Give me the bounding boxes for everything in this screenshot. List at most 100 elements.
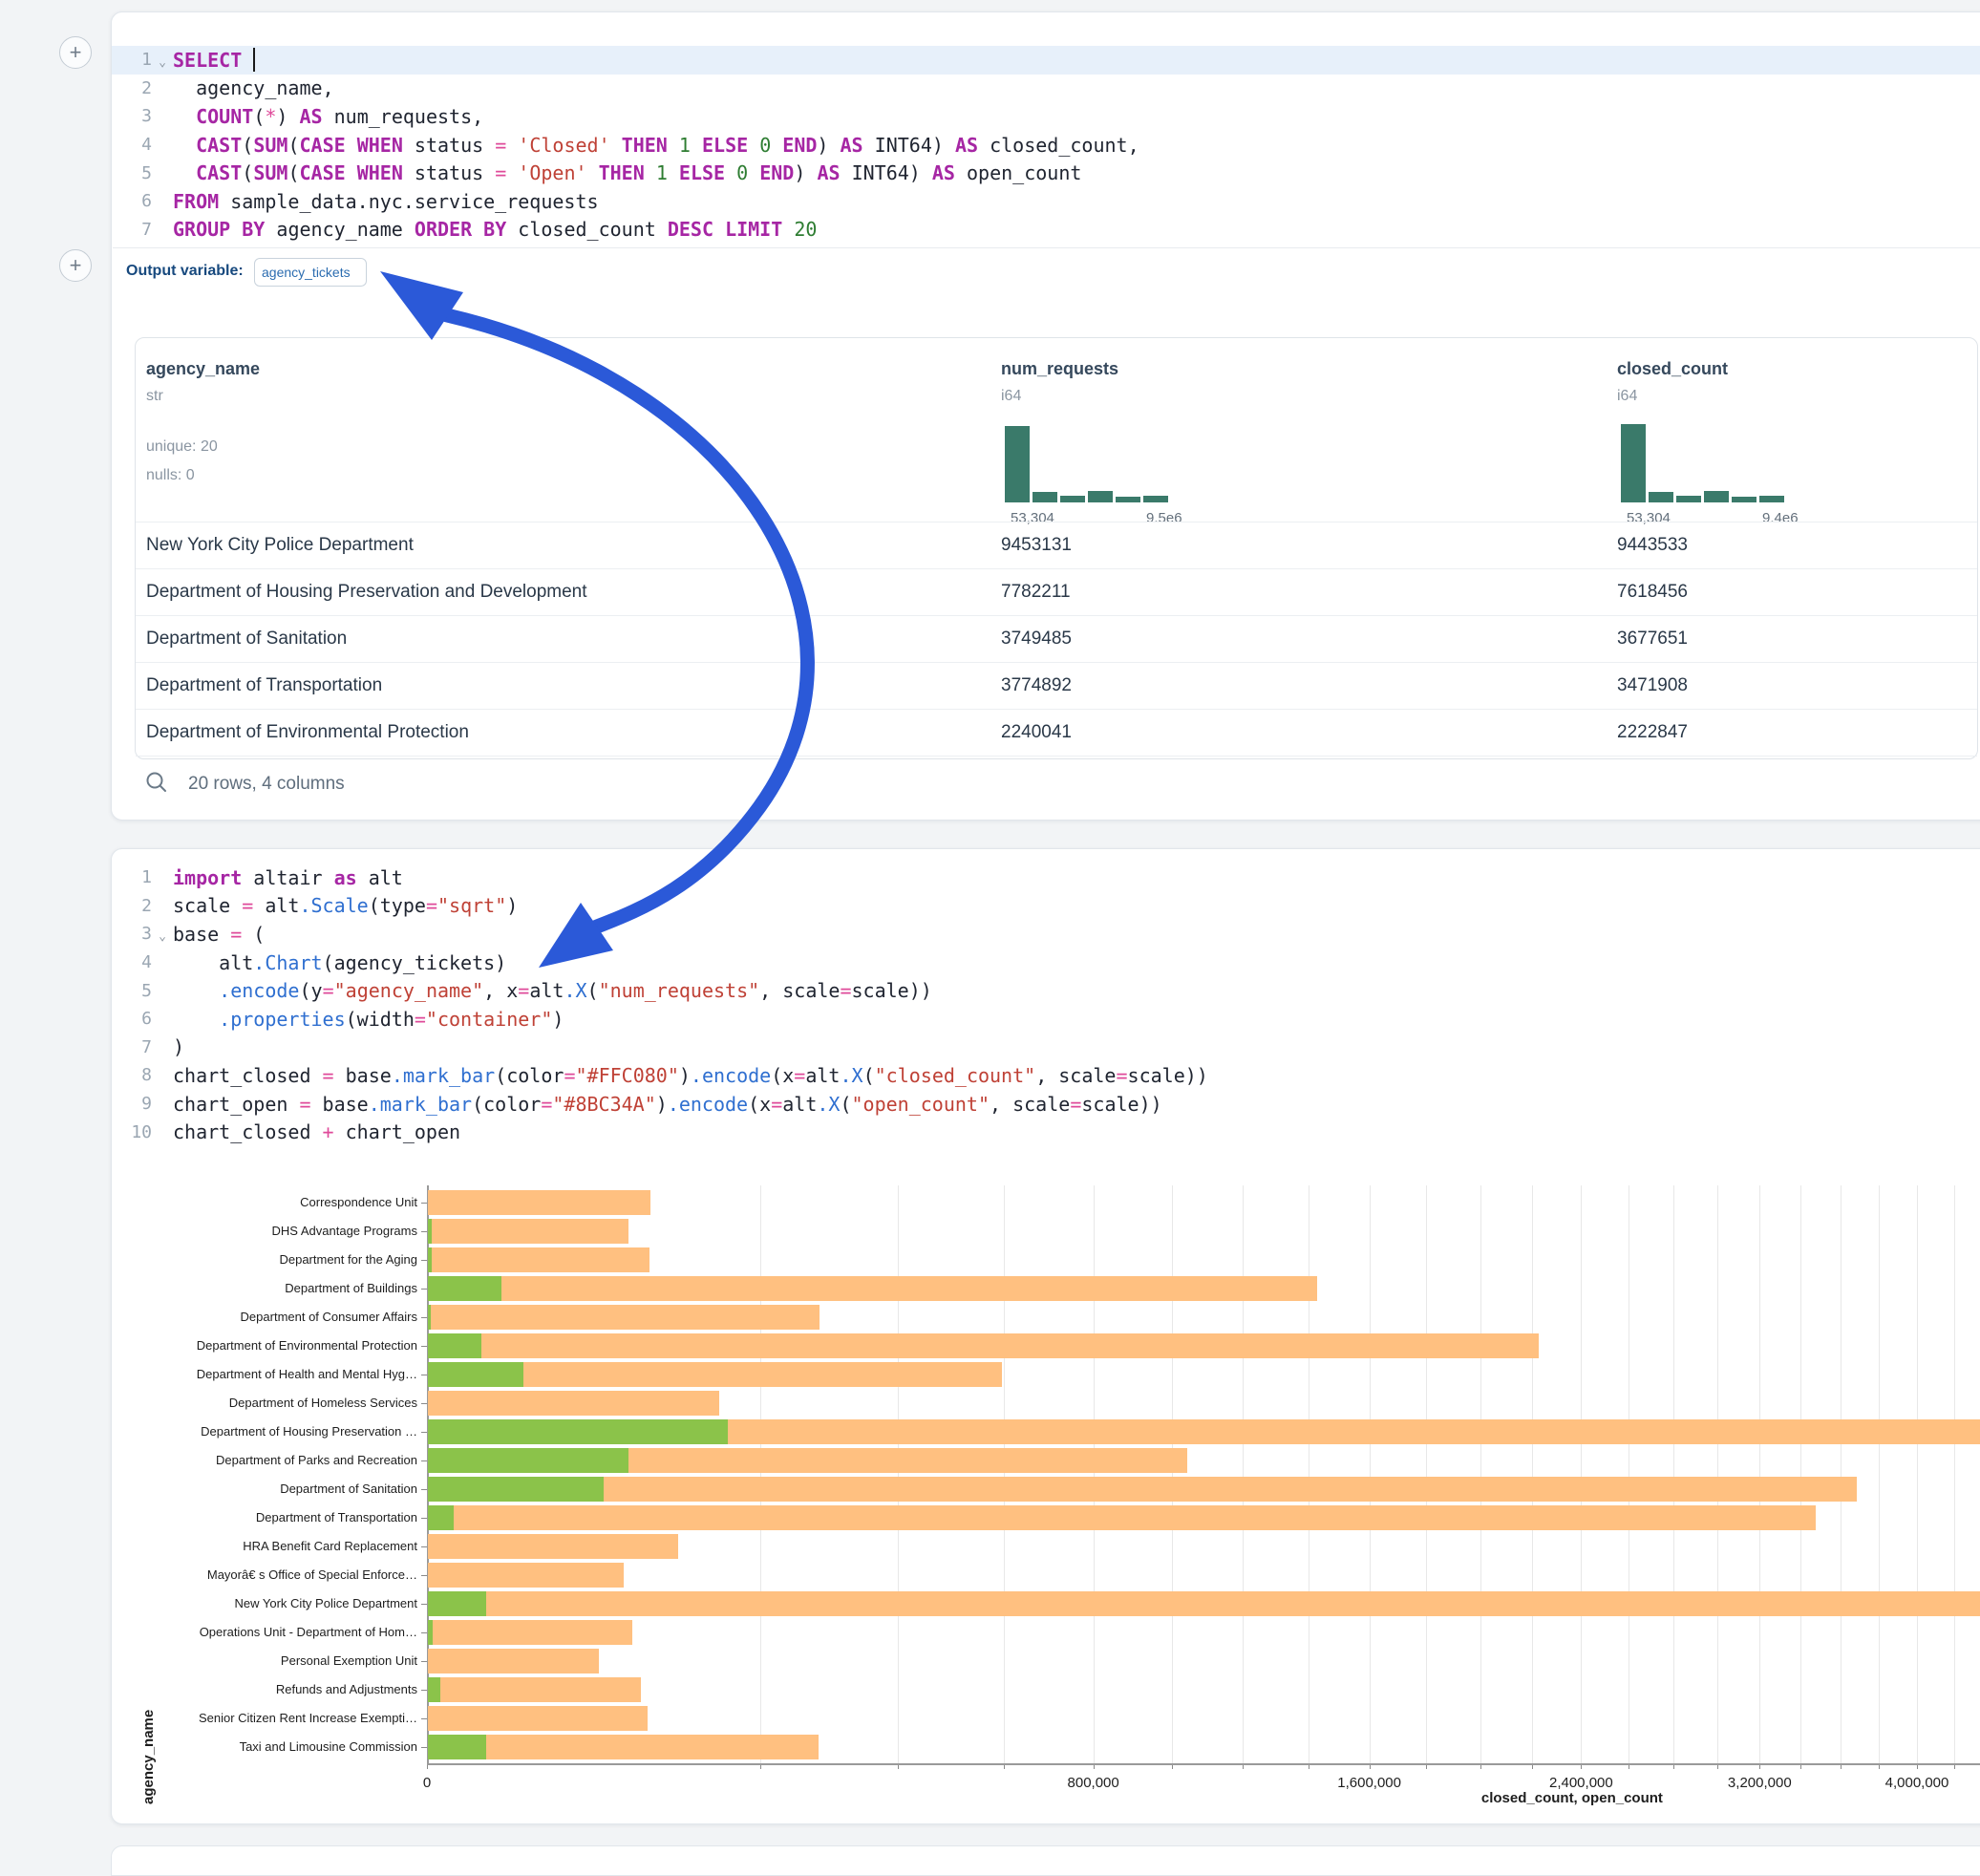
table-cell: Department of Environmental Protection	[146, 709, 469, 756]
chart-category-label: Department of Housing Preservation …	[112, 1424, 417, 1439]
code-line[interactable]: 3 COUNT(*) AS num_requests,	[112, 102, 1980, 131]
chart-y-tick	[421, 1260, 427, 1261]
chart-category-label: Department of Parks and Recreation	[112, 1453, 417, 1467]
code-text: GROUP BY agency_name ORDER BY closed_cou…	[173, 218, 1980, 241]
line-number: 9	[112, 1094, 152, 1114]
table-cell: New York City Police Department	[146, 522, 414, 568]
code-line[interactable]: 6 .properties(width="container")	[112, 1005, 1980, 1034]
code-line[interactable]: 7)	[112, 1034, 1980, 1062]
search-icon[interactable]	[144, 770, 169, 795]
sql-code-editor[interactable]: 1⌄SELECT 2 agency_name,3 COUNT(*) AS num…	[112, 46, 1980, 244]
fold-chevron-icon[interactable]: ⌄	[152, 924, 173, 944]
code-line[interactable]: 3⌄base = (	[112, 920, 1980, 949]
chart-category-label: Department of Sanitation	[112, 1482, 417, 1496]
line-number: 10	[112, 1122, 152, 1142]
code-line[interactable]: 2scale = alt.Scale(type="sqrt")	[112, 892, 1980, 921]
chart-x-axis-line	[427, 1763, 1980, 1765]
code-line[interactable]: 7GROUP BY agency_name ORDER BY closed_co…	[112, 216, 1980, 245]
chart-gridline	[1370, 1185, 1371, 1763]
code-line[interactable]: 4 CAST(SUM(CASE WHEN status = 'Closed' T…	[112, 131, 1980, 160]
column-histogram-bar	[1033, 492, 1057, 502]
code-line[interactable]: 5 .encode(y="agency_name", x=alt.X("num_…	[112, 976, 1980, 1005]
code-line[interactable]: 6FROM sample_data.nyc.service_requests	[112, 187, 1980, 216]
bar-open-count	[428, 1247, 432, 1272]
fold-spacer	[152, 1073, 173, 1078]
bar-closed-count	[428, 1649, 599, 1673]
code-text: .encode(y="agency_name", x=alt.X("num_re…	[173, 979, 1980, 1002]
result-table: agency_namestrunique: 20nulls: 0num_requ…	[135, 337, 1978, 759]
line-number: 1	[112, 867, 152, 887]
chart-category-label: Operations Unit - Department of Hom…	[112, 1625, 417, 1639]
bar-closed-count	[428, 1677, 641, 1702]
column-histogram-bar	[1732, 497, 1756, 502]
fold-spacer	[152, 1016, 173, 1022]
column-histogram-bar	[1759, 496, 1784, 502]
column-header: closed_count	[1617, 359, 1728, 379]
column-histogram-bar	[1088, 491, 1113, 502]
line-number: 6	[112, 1009, 152, 1029]
line-number: 3	[112, 924, 152, 944]
bar-open-count	[428, 1419, 728, 1444]
add-cell-button-output[interactable]: +	[59, 249, 92, 282]
chart-y-tick	[421, 1460, 427, 1461]
column-stat: nulls: 0	[146, 467, 195, 484]
code-text: base = (	[173, 923, 1980, 946]
line-number: 4	[112, 952, 152, 972]
chart-gridline	[1954, 1185, 1955, 1763]
line-number: 5	[112, 981, 152, 1001]
chart-gridline	[1480, 1185, 1481, 1763]
bar-closed-count	[428, 1477, 1857, 1502]
chart-x-tick-label: 3,200,000	[1728, 1775, 1792, 1791]
table-summary: 20 rows, 4 columns	[188, 774, 345, 795]
code-text: scale = alt.Scale(type="sqrt")	[173, 894, 1980, 917]
column-stat: unique: 20	[146, 438, 218, 456]
fold-spacer	[152, 226, 173, 232]
chart-y-tick	[421, 1231, 427, 1232]
chart-category-label: Refunds and Adjustments	[112, 1682, 417, 1696]
chart-gridline	[1759, 1185, 1760, 1763]
bar-open-count	[428, 1591, 486, 1616]
line-number: 3	[112, 106, 152, 126]
fold-spacer	[152, 988, 173, 993]
bar-closed-count	[428, 1591, 1980, 1616]
table-cell: 2240041	[1001, 709, 1072, 756]
fold-spacer	[152, 199, 173, 204]
code-line[interactable]: 2 agency_name,	[112, 75, 1980, 103]
code-line[interactable]: 1import altair as alt	[112, 863, 1980, 892]
code-line[interactable]: 4 alt.Chart(agency_tickets)	[112, 949, 1980, 977]
code-line[interactable]: 9chart_open = base.mark_bar(color="#8BC3…	[112, 1090, 1980, 1119]
chart-gridline	[1917, 1185, 1918, 1763]
fold-spacer	[152, 170, 173, 176]
code-text: )	[173, 1035, 1980, 1058]
chart-y-tick	[421, 1747, 427, 1748]
code-line[interactable]: 1⌄SELECT	[112, 46, 1980, 75]
chart-category-label: Mayorâ€ s Office of Special Enforce…	[112, 1567, 417, 1582]
chart-gridline	[1094, 1185, 1095, 1763]
column-header: num_requests	[1001, 359, 1118, 379]
code-line[interactable]: 10chart_closed + chart_open	[112, 1118, 1980, 1146]
python-code-editor[interactable]: 1import altair as alt2scale = alt.Scale(…	[112, 863, 1980, 1146]
chart-category-label: Senior Citizen Rent Increase Exempti…	[112, 1711, 417, 1725]
bar-closed-count	[428, 1563, 624, 1588]
table-cell: Department of Sanitation	[146, 615, 347, 662]
code-line[interactable]: 5 CAST(SUM(CASE WHEN status = 'Open' THE…	[112, 159, 1980, 187]
chart-x-tick-label: 2,400,000	[1549, 1775, 1613, 1791]
python-cell: 1import altair as alt2scale = alt.Scale(…	[111, 848, 1980, 1824]
code-text: CAST(SUM(CASE WHEN status = 'Open' THEN …	[173, 161, 1980, 184]
chart-category-label: Department of Homeless Services	[112, 1396, 417, 1410]
cell-divider	[113, 247, 1980, 248]
chart-category-label: DHS Advantage Programs	[112, 1224, 417, 1238]
chart-y-tick	[421, 1690, 427, 1691]
bar-closed-count	[428, 1534, 678, 1559]
output-variable-pill[interactable]: agency_tickets	[254, 258, 367, 287]
code-text: .properties(width="container")	[173, 1008, 1980, 1031]
add-cell-button-top[interactable]: +	[59, 36, 92, 69]
chart-gridline	[1581, 1185, 1582, 1763]
bar-closed-count	[428, 1620, 632, 1645]
table-cell: 3471908	[1617, 662, 1688, 709]
chart-y-tick	[421, 1289, 427, 1290]
code-line[interactable]: 8chart_closed = base.mark_bar(color="#FF…	[112, 1061, 1980, 1090]
chart-category-label: Department for the Aging	[112, 1252, 417, 1267]
fold-chevron-icon[interactable]: ⌄	[152, 50, 173, 70]
bar-open-count	[428, 1219, 432, 1244]
